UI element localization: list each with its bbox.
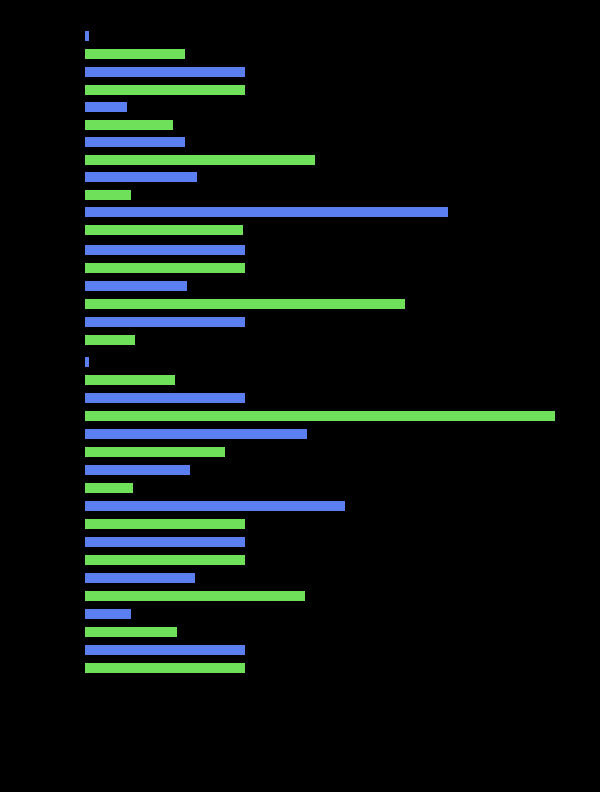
- bar-9: [85, 190, 131, 200]
- bar-27: [85, 519, 245, 529]
- bar-23: [85, 447, 225, 457]
- bar-34: [85, 645, 245, 655]
- bar-16: [85, 317, 245, 327]
- bar-0: [85, 31, 89, 41]
- bar-13: [85, 263, 245, 273]
- bar-5: [85, 120, 173, 130]
- bar-29: [85, 555, 245, 565]
- horizontal-bar-chart: [0, 0, 600, 792]
- bar-21: [85, 411, 555, 421]
- bar-15: [85, 299, 405, 309]
- bar-31: [85, 591, 305, 601]
- bar-12: [85, 245, 245, 255]
- bar-32: [85, 609, 131, 619]
- bar-4: [85, 102, 127, 112]
- bar-25: [85, 483, 133, 493]
- bar-30: [85, 573, 195, 583]
- bar-28: [85, 537, 245, 547]
- bar-19: [85, 375, 175, 385]
- bar-24: [85, 465, 190, 475]
- bar-35: [85, 663, 245, 673]
- bar-33: [85, 627, 177, 637]
- bar-22: [85, 429, 307, 439]
- bar-14: [85, 281, 187, 291]
- bar-26: [85, 501, 345, 511]
- bar-18: [85, 357, 89, 367]
- bar-3: [85, 85, 245, 95]
- bar-2: [85, 67, 245, 77]
- bar-11: [85, 225, 243, 235]
- bar-7: [85, 155, 315, 165]
- bar-1: [85, 49, 185, 59]
- bar-10: [85, 207, 448, 217]
- bar-20: [85, 393, 245, 403]
- bar-17: [85, 335, 135, 345]
- bar-8: [85, 172, 197, 182]
- bar-6: [85, 137, 185, 147]
